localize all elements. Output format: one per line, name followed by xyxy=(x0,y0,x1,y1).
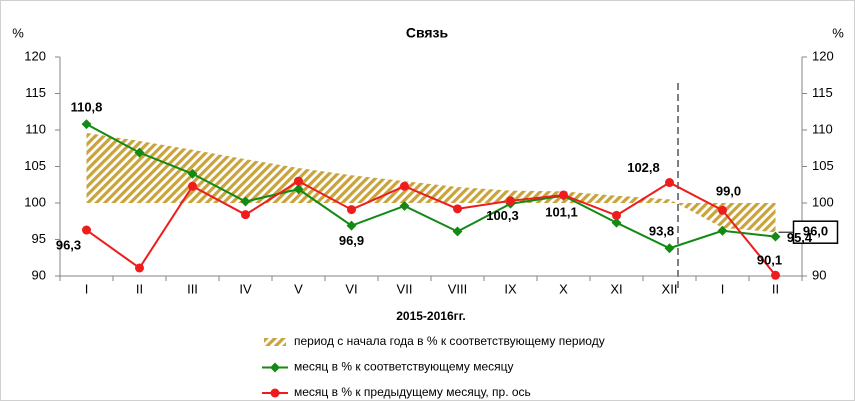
legend-swatch xyxy=(264,338,286,346)
x-tick-label: V xyxy=(294,281,303,296)
marker xyxy=(188,181,197,191)
line xyxy=(86,123,776,250)
marker xyxy=(612,210,621,220)
x-tick-label: III xyxy=(187,281,198,296)
y-axis-label: % xyxy=(12,25,24,40)
x-tick-label: IV xyxy=(239,281,252,296)
y-tick-label: 105 xyxy=(24,158,46,173)
y2-tick-label: 100 xyxy=(812,194,834,209)
marker xyxy=(400,181,409,191)
marker xyxy=(81,119,92,130)
label-box xyxy=(792,220,839,244)
data-label: 99,0 xyxy=(716,184,741,199)
data-label: 102,8 xyxy=(627,160,660,175)
y2-tick-label: 110 xyxy=(812,121,833,136)
x-tick-label: I xyxy=(721,281,725,296)
marker xyxy=(241,210,250,220)
y2-tick-label: 105 xyxy=(812,158,834,173)
x-tick-label: IX xyxy=(504,281,517,296)
x-tick-label: VII xyxy=(397,281,413,296)
marker xyxy=(718,205,727,215)
data-label: 95,4 xyxy=(787,230,813,245)
data-label: 100,3 xyxy=(486,208,519,223)
data-label: 96,9 xyxy=(339,233,364,248)
x-tick-label: II xyxy=(772,281,779,296)
marker xyxy=(82,225,91,235)
legend-label: месяц в % к соответствующему месяцу xyxy=(294,360,514,374)
marker xyxy=(134,147,145,158)
data-label: 93,8 xyxy=(649,224,674,239)
line xyxy=(85,179,777,276)
area xyxy=(86,132,776,233)
legend-marker xyxy=(270,388,280,398)
y-tick-label: 90 xyxy=(32,267,46,282)
marker xyxy=(453,204,462,214)
y2-tick-label: 115 xyxy=(812,85,833,100)
marker xyxy=(399,200,410,211)
x-tick-label: XI xyxy=(610,281,622,296)
marker xyxy=(506,196,515,206)
marker xyxy=(665,178,674,188)
chart-title: Связь xyxy=(406,25,449,41)
marker xyxy=(346,220,357,231)
marker xyxy=(770,231,781,242)
x-axis-label: 2015-2016гг. xyxy=(396,309,466,323)
marker xyxy=(347,205,356,215)
y-tick-label: 115 xyxy=(25,85,46,100)
y2-tick-label: 90 xyxy=(812,267,826,282)
y-tick-label: 120 xyxy=(24,48,46,63)
y2-tick-label: 120 xyxy=(812,48,834,63)
legend-label: месяц в % к предыдущему месяцу, пр. ось xyxy=(294,385,531,399)
y2-axis-label: % xyxy=(832,25,844,40)
marker xyxy=(452,226,463,237)
x-tick-label: X xyxy=(559,281,568,296)
marker xyxy=(135,263,144,273)
data-label: 96,3 xyxy=(56,237,81,252)
marker xyxy=(187,168,198,179)
data-label: 96,0 xyxy=(803,224,828,239)
marker xyxy=(293,184,304,195)
y-tick-label: 110 xyxy=(25,121,46,136)
data-label: 90,1 xyxy=(757,253,782,268)
marker xyxy=(771,270,780,280)
x-tick-label: VI xyxy=(345,281,357,296)
marker xyxy=(717,225,728,236)
x-tick-label: I xyxy=(85,281,89,296)
data-label: 101,1 xyxy=(545,204,578,219)
legend-marker xyxy=(270,362,280,373)
x-tick-label: VIII xyxy=(448,281,468,296)
marker xyxy=(559,190,568,200)
legend-label: период с начала года в % к соответствующ… xyxy=(294,334,605,348)
marker xyxy=(611,217,622,228)
y-tick-label: 100 xyxy=(24,194,46,209)
x-tick-label: II xyxy=(136,281,143,296)
y-tick-label: 95 xyxy=(32,231,46,246)
x-tick-label: XII xyxy=(662,281,678,296)
marker xyxy=(240,196,251,207)
marker xyxy=(664,243,675,254)
data-label: 110,8 xyxy=(71,100,103,115)
marker xyxy=(294,176,303,186)
